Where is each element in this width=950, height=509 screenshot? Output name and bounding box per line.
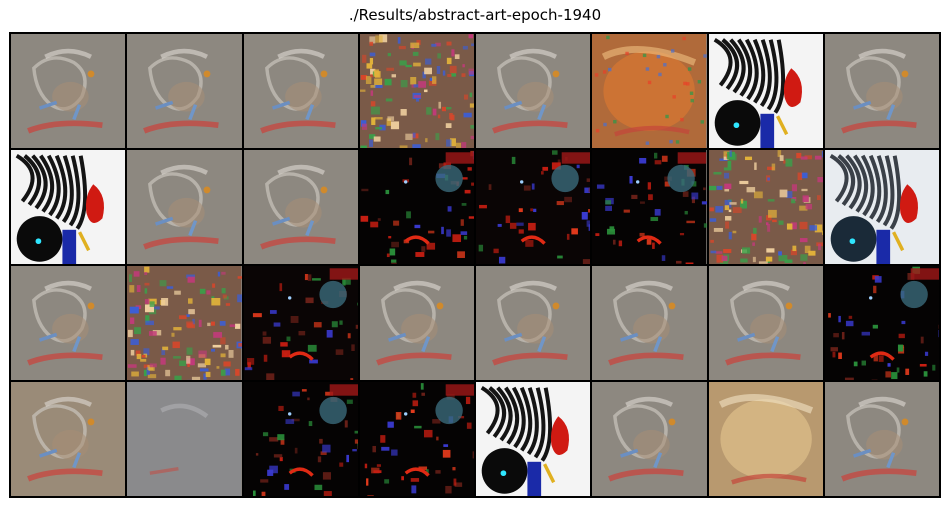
generated-image (592, 266, 707, 380)
generated-image-tile (476, 150, 591, 264)
generated-image (592, 34, 707, 148)
generated-image-tile (708, 150, 823, 264)
generated-image-tile (824, 266, 939, 380)
generated-image (592, 150, 707, 264)
generated-image-tile (476, 266, 591, 380)
generated-image-tile (243, 150, 358, 264)
generated-image-tile (359, 382, 474, 496)
generated-image (476, 150, 591, 264)
generated-image (476, 34, 591, 148)
generated-image (708, 150, 823, 264)
generated-image (11, 382, 126, 496)
generated-image-tile (824, 150, 939, 264)
generated-image-tile (824, 34, 939, 148)
generated-image (127, 150, 242, 264)
generated-image-tile (476, 34, 591, 148)
generated-image (476, 266, 591, 380)
generated-image (243, 34, 358, 148)
generated-image (127, 382, 242, 496)
generated-image-tile (476, 382, 591, 496)
image-grid (9, 32, 941, 498)
generated-image-tile (11, 150, 126, 264)
generated-image-tile (824, 382, 939, 496)
generated-image (592, 382, 707, 496)
generated-image-tile (708, 34, 823, 148)
generated-image (11, 150, 126, 264)
generated-image-tile (592, 150, 707, 264)
generated-image-tile (127, 382, 242, 496)
generated-image-tile (243, 266, 358, 380)
generated-image-tile (11, 34, 126, 148)
generated-image (359, 34, 474, 148)
generated-image-tile (359, 34, 474, 148)
generated-image (708, 266, 823, 380)
generated-image (824, 266, 939, 380)
generated-image-tile (359, 266, 474, 380)
generated-image-tile (11, 266, 126, 380)
generated-image-tile (708, 382, 823, 496)
generated-image-tile (708, 266, 823, 380)
generated-image (359, 150, 474, 264)
generated-image (824, 382, 939, 496)
generated-image (708, 34, 823, 148)
generated-image-tile (592, 34, 707, 148)
generated-image (11, 34, 126, 148)
generated-image (359, 266, 474, 380)
generated-image-tile (127, 150, 242, 264)
generated-image-tile (127, 266, 242, 380)
generated-image (359, 382, 474, 496)
generated-image (243, 266, 358, 380)
generated-image (127, 34, 242, 148)
generated-image-tile (11, 382, 126, 496)
generated-image-tile (359, 150, 474, 264)
generated-image-tile (592, 266, 707, 380)
generated-image (243, 382, 358, 496)
generated-image (243, 150, 358, 264)
generated-image-tile (127, 34, 242, 148)
generated-image (824, 150, 939, 264)
generated-image (11, 266, 126, 380)
generated-image (476, 382, 591, 496)
generated-image-tile (592, 382, 707, 496)
generated-image (824, 34, 939, 148)
generated-image-tile (243, 34, 358, 148)
figure-title: ./Results/abstract-art-epoch-1940 (348, 6, 602, 24)
generated-image-tile (243, 382, 358, 496)
generated-image (127, 266, 242, 380)
generated-image (708, 382, 823, 496)
